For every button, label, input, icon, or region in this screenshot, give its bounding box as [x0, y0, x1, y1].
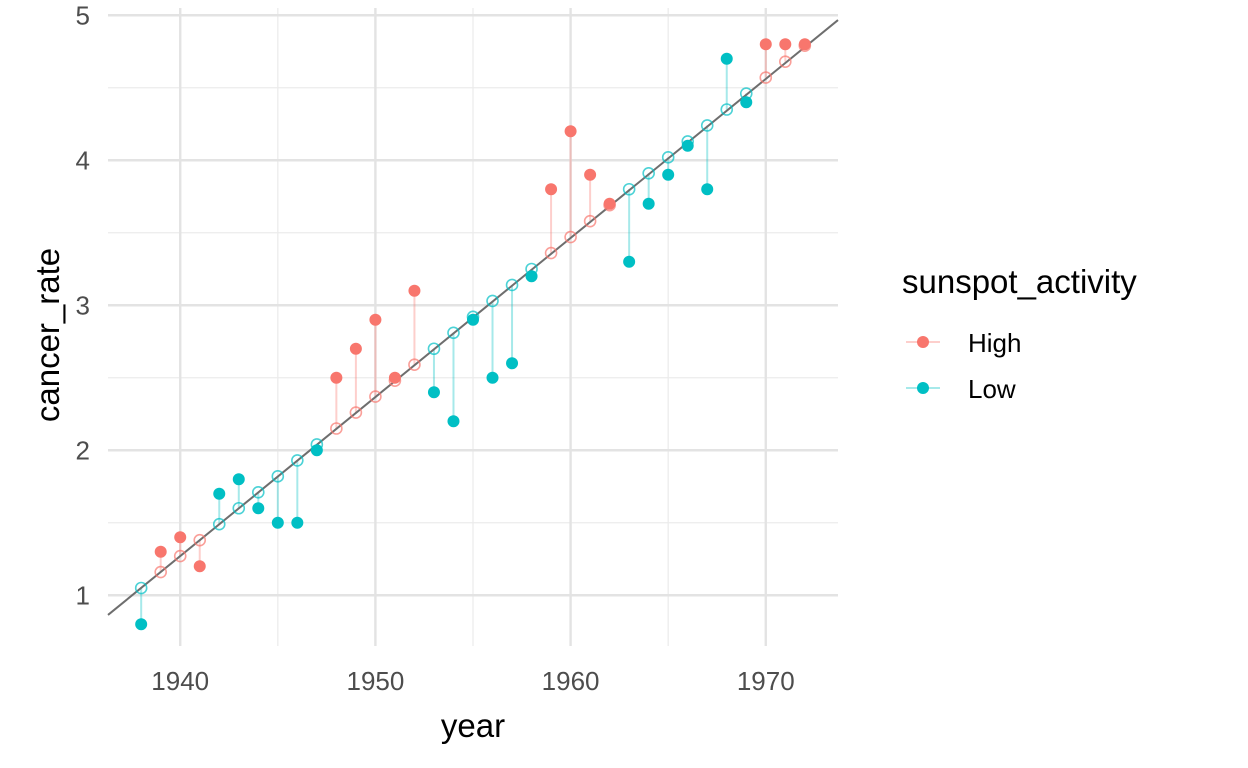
actual-point	[349, 342, 362, 355]
fitted-point	[251, 485, 265, 499]
fitted-point	[447, 326, 460, 340]
fitted-point	[505, 278, 519, 292]
fitted-point	[622, 182, 636, 196]
actual-point	[506, 357, 519, 370]
y-tick-label: 2	[76, 435, 90, 465]
legend-key-point-high	[917, 336, 929, 348]
actual-point	[310, 444, 323, 457]
actual-point	[642, 197, 655, 210]
fitted-point	[330, 422, 343, 435]
fitted-point	[349, 406, 363, 419]
legend-label-low: Low	[968, 374, 1016, 404]
legend-entry-low: Low	[906, 374, 1016, 404]
fitted-point	[134, 581, 148, 595]
minor-gridlines	[108, 8, 838, 646]
actual-point	[701, 183, 714, 196]
actual-point	[720, 52, 733, 65]
legend: sunspot_activity High Low	[902, 263, 1137, 404]
fitted-point	[700, 119, 714, 132]
actual-point	[447, 415, 460, 428]
actual-point	[525, 270, 538, 283]
legend-key-point-low	[917, 382, 929, 394]
fitted-point	[720, 103, 734, 116]
fitted-point	[212, 517, 226, 531]
actual-point	[388, 371, 401, 384]
actual-point	[232, 473, 245, 486]
y-tick-label: 4	[76, 145, 90, 175]
actual-points	[135, 38, 811, 631]
actual-point	[154, 545, 167, 558]
y-axis-title: cancer_rate	[29, 248, 66, 422]
actual-point	[291, 516, 304, 529]
fitted-point	[564, 230, 577, 244]
actual-point	[252, 502, 265, 515]
fitted-point	[427, 342, 441, 356]
actual-point	[798, 38, 811, 51]
actual-point	[427, 386, 440, 399]
actual-point	[759, 38, 772, 51]
x-tick-label: 1940	[151, 666, 209, 696]
actual-point	[408, 284, 421, 297]
actual-point	[779, 38, 792, 51]
actual-point	[681, 139, 694, 152]
actual-point	[135, 618, 148, 631]
fitted-point	[271, 470, 285, 483]
residual-segments	[140, 44, 806, 625]
actual-point	[564, 125, 577, 138]
fitted-point	[642, 167, 655, 180]
actual-point	[174, 531, 187, 544]
x-tick-label: 1960	[542, 666, 600, 696]
x-axis-title: year	[441, 707, 505, 744]
actual-point	[369, 313, 382, 326]
y-tick-label: 1	[76, 580, 90, 610]
x-tick-label: 1950	[346, 666, 404, 696]
x-tick-label: 1970	[737, 666, 795, 696]
fitted-point	[291, 454, 304, 467]
actual-point	[467, 313, 479, 326]
fitted-point	[154, 565, 168, 579]
actual-point	[330, 371, 343, 384]
actual-point	[486, 371, 499, 384]
legend-title: sunspot_activity	[902, 263, 1137, 300]
y-tick-label: 3	[76, 290, 90, 320]
actual-point	[740, 96, 753, 109]
fitted-point	[232, 501, 246, 515]
actual-point	[623, 255, 636, 268]
actual-point	[662, 168, 675, 181]
x-axis-ticks: 1940 1950 1960 1970	[151, 666, 794, 696]
major-gridlines	[108, 8, 838, 646]
actual-point	[271, 516, 284, 529]
actual-point	[193, 560, 206, 573]
fitted-point	[193, 533, 207, 547]
fitted-point	[661, 151, 675, 164]
fitted-point	[369, 390, 382, 403]
y-tick-label: 5	[76, 0, 90, 30]
legend-label-high: High	[968, 328, 1021, 358]
y-axis-ticks: 1 2 3 4 5	[76, 0, 90, 610]
fitted-point	[408, 358, 421, 372]
actual-point	[545, 183, 558, 196]
fitted-point	[173, 549, 187, 563]
legend-entry-high: High	[906, 328, 1021, 358]
fitted-point	[486, 294, 499, 308]
actual-point	[584, 168, 597, 181]
actual-point	[213, 487, 226, 500]
actual-point	[603, 197, 616, 210]
fitted-point	[544, 246, 558, 260]
fitted-point	[759, 71, 773, 84]
fitted-point	[583, 214, 597, 228]
fitted-point	[778, 55, 792, 68]
